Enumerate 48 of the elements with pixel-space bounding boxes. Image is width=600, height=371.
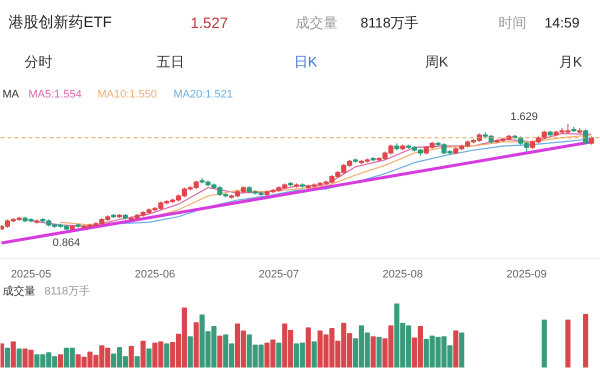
x-tick-label: 2025-08 bbox=[382, 268, 423, 280]
bar bbox=[453, 330, 458, 368]
bar bbox=[370, 336, 376, 368]
bar bbox=[276, 342, 282, 368]
text: 0.864 bbox=[52, 236, 80, 249]
x-tick-label: 2025-09 bbox=[506, 268, 547, 280]
bar bbox=[146, 348, 152, 368]
text: 时间 bbox=[498, 14, 526, 30]
bar bbox=[306, 327, 311, 368]
bar bbox=[58, 354, 64, 368]
chart-title: 港股创新药ETF bbox=[8, 14, 112, 31]
x-tick-label: 2025-07 bbox=[258, 268, 299, 280]
candlestick bbox=[583, 128, 588, 146]
legend-title: MA bbox=[2, 88, 20, 100]
bar bbox=[376, 336, 382, 368]
bar bbox=[188, 336, 193, 368]
bar bbox=[0, 343, 4, 368]
text: MA20:1.521 bbox=[174, 88, 233, 100]
bar bbox=[164, 343, 170, 368]
bar bbox=[4, 348, 10, 368]
text: 1.629 bbox=[510, 110, 538, 123]
bar bbox=[565, 320, 570, 368]
text: 1.527 bbox=[190, 15, 228, 32]
chart-subtitle: 8118万手 bbox=[44, 284, 90, 298]
bar bbox=[140, 340, 146, 368]
bar bbox=[542, 320, 547, 368]
text: 成交量 bbox=[296, 14, 338, 30]
bar bbox=[312, 341, 317, 368]
x-tick-label: 2025-06 bbox=[134, 268, 176, 280]
text: 14:59 bbox=[544, 14, 580, 30]
text: 分时 bbox=[24, 54, 52, 70]
chart-title: 成交量 bbox=[2, 284, 36, 298]
bar bbox=[16, 348, 22, 368]
bar bbox=[459, 332, 464, 368]
bar bbox=[583, 314, 588, 368]
text: 周K bbox=[424, 54, 449, 70]
text: 月K bbox=[558, 54, 583, 70]
bar bbox=[217, 336, 222, 368]
text: 8118万手 bbox=[360, 14, 419, 30]
text: 五日 bbox=[156, 54, 184, 70]
text: 日K bbox=[294, 54, 318, 70]
bar bbox=[194, 322, 199, 368]
text: MA5:1.554 bbox=[28, 88, 82, 100]
bar bbox=[134, 356, 140, 368]
bar bbox=[128, 346, 134, 368]
x-tick-label: 2025-05 bbox=[10, 268, 52, 280]
text: MA10:1.550 bbox=[98, 88, 157, 100]
bar bbox=[10, 341, 16, 368]
